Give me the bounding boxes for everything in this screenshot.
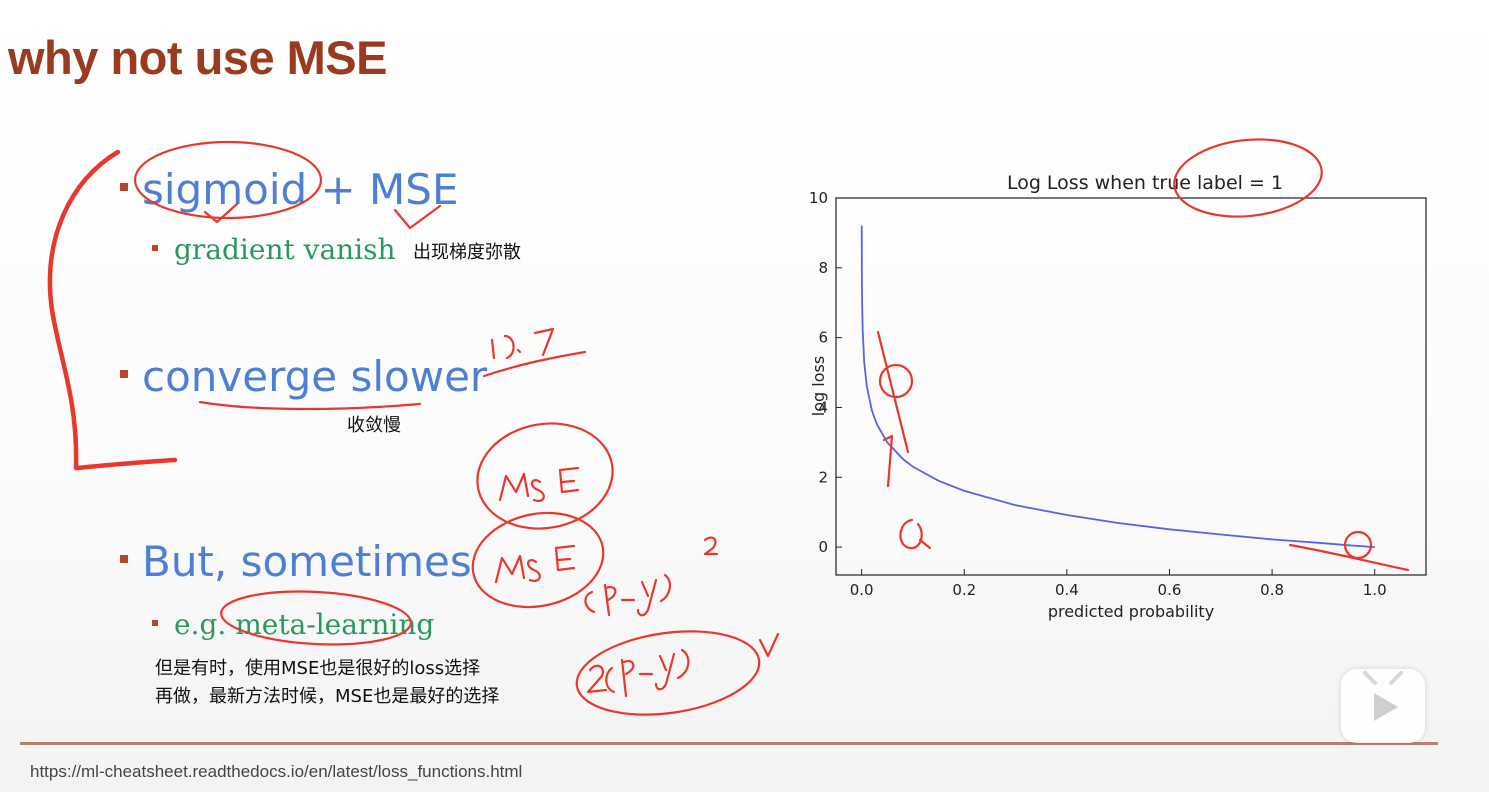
y-tick-label: 4 xyxy=(818,398,828,416)
source-url[interactable]: https://ml-cheatsheet.readthedocs.io/en/… xyxy=(30,762,523,781)
handwriting-2-p-y xyxy=(586,632,780,698)
bullet-text: sigmoid + MSE xyxy=(142,165,459,214)
plot-frame xyxy=(835,197,1427,576)
underline-converge xyxy=(198,400,422,411)
bullet-marker xyxy=(120,182,128,191)
handwriting-mse-lower xyxy=(494,544,576,584)
bullet-converge-slower: converge slower xyxy=(120,352,487,401)
circle-2-p-y xyxy=(575,630,761,716)
x-tick-label: 0.2 xyxy=(952,581,976,599)
axis-ticks: 0.0 0.2 0.4 0.6 0.8 1.0 0 2 4 6 8 10 xyxy=(809,189,1387,599)
y-tick-label: 8 xyxy=(818,259,828,277)
circle-mse-upper xyxy=(476,422,614,530)
x-tick-label: 0.0 xyxy=(850,581,874,599)
bullet-but-sometimes: But, sometimes xyxy=(120,537,472,586)
x-tick-label: 0.6 xyxy=(1158,581,1182,599)
log-loss-chart: Log Loss when true label = 1 0.0 0.2 0.4 0.… xyxy=(809,172,1427,621)
y-tick-label: 0 xyxy=(818,538,828,556)
bullet-sigmoid-mse: sigmoid + MSE xyxy=(120,165,458,214)
note-mse-sometimes: 但是有时，使用MSE也是很好的loss选择 xyxy=(155,658,481,679)
note-mse-latest: 再做，最新方法时候，MSE也是最好的选择 xyxy=(155,686,500,707)
sub-bullet-marker xyxy=(152,619,158,626)
bullet-marker xyxy=(120,369,128,378)
x-tick-label: 0.4 xyxy=(1055,581,1079,599)
sub-bullet-text: e.g. meta-learning xyxy=(174,608,435,641)
x-tick-label: 0.8 xyxy=(1260,581,1284,599)
handwriting-0-7 xyxy=(490,327,555,360)
log-loss-series-line xyxy=(860,225,1375,548)
bullet-text: But, sometimes xyxy=(142,537,472,586)
x-tick-label: 1.0 xyxy=(1363,581,1387,599)
sub-bullet-marker xyxy=(152,244,158,251)
y-tick-label: 2 xyxy=(818,468,828,486)
y-axis-label: log loss xyxy=(809,356,828,416)
note-gradient-vanish: 出现梯度弥散 xyxy=(413,242,521,263)
stroke-0-7-underline xyxy=(482,350,587,378)
sub-bullet-gradient-vanish: gradient vanish xyxy=(152,233,396,266)
handwriting-p-y-squared xyxy=(584,536,719,617)
footer-divider xyxy=(20,742,1438,745)
chart-title: Log Loss when true label = 1 xyxy=(1007,172,1283,194)
handwriting-mse-upper xyxy=(498,466,580,502)
sub-bullet-meta-learning: e.g. meta-learning xyxy=(152,608,434,641)
play-button[interactable] xyxy=(1341,669,1425,743)
y-tick-label: 6 xyxy=(818,329,828,347)
slide-title: why not use MSE xyxy=(8,31,388,84)
x-axis-label: predicted probability xyxy=(1048,602,1214,621)
bullet-marker xyxy=(120,554,128,563)
bullet-text: converge slower xyxy=(142,352,488,401)
play-icon xyxy=(1363,671,1403,721)
y-tick-label: 10 xyxy=(809,189,828,207)
note-converge-slower: 收敛慢 xyxy=(347,415,401,436)
sub-bullet-text: gradient vanish xyxy=(174,233,396,266)
circle-mse-lower xyxy=(471,511,605,609)
